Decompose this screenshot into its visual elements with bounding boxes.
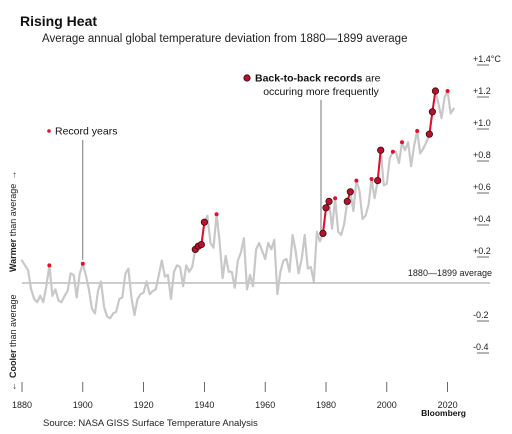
back-to-back-label: Back-to-back records are	[255, 73, 381, 85]
x-tick-label: 1980	[316, 400, 336, 410]
record-point	[80, 261, 85, 266]
brand-logo: Bloomberg	[421, 408, 466, 418]
record-point-back-to-back	[425, 130, 433, 138]
record-point-back-to-back	[346, 188, 354, 196]
record-point	[354, 178, 359, 183]
record-point-back-to-back	[319, 229, 327, 237]
record-point	[47, 263, 52, 268]
chart-title: Rising Heat	[20, 13, 97, 29]
back-to-back-segment	[376, 150, 382, 181]
cooler-label: ← Cooler than average	[8, 294, 18, 391]
record-point	[333, 196, 338, 201]
record-point-back-to-back	[343, 197, 351, 205]
record-point-back-to-back	[377, 146, 385, 154]
y-tick-label: +1.0	[473, 118, 491, 128]
record-point	[214, 212, 219, 217]
y-tick-label: +0.8	[473, 150, 491, 160]
y-tick-label: +1.4°C	[473, 54, 501, 64]
x-tick-labels: 1880 1900 1920 1940 1960 1980 2000 2020	[12, 382, 458, 410]
source-text: Source: NASA GISS Surface Temperature An…	[43, 418, 258, 429]
y-tick-label: +1.2	[473, 86, 491, 96]
back-to-back-legend-dot	[243, 74, 251, 82]
y-tick-labels: -0.4 -0.2 +0.2 +0.4 +0.6 +0.8 +1.0 +1.2 +1.4°C	[473, 54, 501, 352]
warmer-label: Warmer than average →	[8, 171, 18, 272]
record-point-back-to-back	[325, 197, 333, 205]
x-tick-label: 1940	[194, 400, 214, 410]
y-tick-label: +0.6	[473, 182, 491, 192]
warmer-rest: than average	[8, 184, 18, 239]
back-to-back-segments	[194, 90, 437, 251]
x-tick-label: 1880	[12, 400, 32, 410]
back-to-back-rest: are	[362, 73, 380, 85]
y-tick-label: +0.2	[473, 246, 491, 256]
record-point-back-to-back	[428, 108, 436, 116]
record-points	[47, 87, 450, 268]
y-tick-label: -0.4	[473, 342, 489, 352]
record-point-back-to-back	[322, 204, 330, 212]
warmer-arrow: →	[8, 171, 18, 180]
y-tick-label: -0.2	[473, 310, 489, 320]
baseline-label: 1880—1899 average	[408, 268, 492, 278]
back-to-back-label-line2: occuring more frequently	[263, 86, 379, 98]
cooler-rest: than average	[8, 294, 18, 349]
cooler-bold: Cooler	[8, 349, 18, 378]
x-tick-label: 1900	[73, 400, 93, 410]
temperature-line	[20, 89, 455, 320]
x-tick-label: 1960	[255, 400, 275, 410]
record-point-back-to-back	[431, 87, 440, 95]
x-tick-label: 2000	[377, 400, 397, 410]
record-point	[390, 149, 395, 154]
record-point-back-to-back	[374, 177, 382, 185]
gridlines	[477, 64, 489, 354]
record-point	[415, 129, 420, 133]
record-point	[400, 140, 404, 145]
record-point-back-to-back	[197, 241, 205, 249]
record-point	[445, 89, 450, 93]
warmer-bold: Warmer	[8, 238, 18, 272]
chart-subtitle: Average annual global temperature deviat…	[42, 33, 407, 45]
cooler-arrow: ←	[8, 382, 18, 391]
y-tick-label: +0.4	[473, 214, 491, 224]
record-years-legend-dot	[47, 129, 51, 133]
record-years-label: Record years	[55, 126, 117, 138]
record-point-back-to-back	[200, 218, 208, 226]
back-to-back-bold: Back-to-back records	[255, 73, 363, 85]
record-point	[369, 177, 374, 181]
x-tick-label: 2020	[438, 400, 458, 410]
x-tick-label: 1920	[134, 400, 154, 410]
